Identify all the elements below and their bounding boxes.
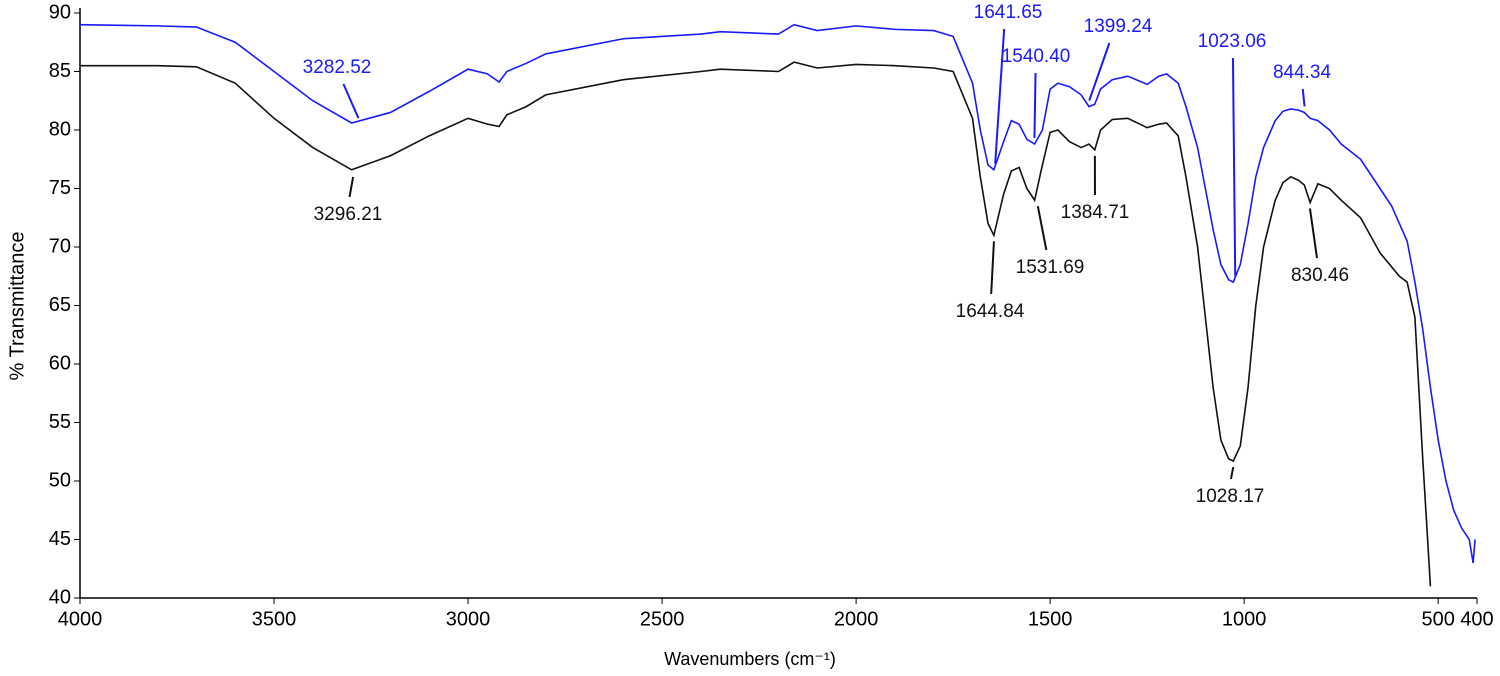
- y-tick-label: 70: [49, 235, 71, 257]
- x-tick-label: 1500: [1028, 608, 1073, 630]
- y-tick-label: 50: [49, 469, 71, 491]
- y-tick-label: 60: [49, 352, 71, 374]
- x-axis-label: Wavenumbers (cm⁻¹): [664, 649, 836, 669]
- y-tick-label: 40: [49, 586, 71, 608]
- x-tick-label: 400: [1460, 608, 1493, 630]
- peak-leader: [1301, 88, 1306, 107]
- peak-label: 1399.24: [1084, 16, 1153, 37]
- peak-leader: [1033, 72, 1037, 139]
- y-tick-label: 85: [49, 60, 71, 82]
- y-tick-label: 80: [49, 118, 71, 140]
- y-axis-label: % Transmittance: [6, 232, 28, 381]
- y-tick-label: 75: [49, 177, 71, 199]
- peak-leader: [342, 83, 360, 119]
- peak-leader: [1229, 466, 1235, 480]
- peak-leader: [348, 176, 355, 198]
- y-tick-label: 90: [49, 1, 71, 23]
- x-tick-label: 2000: [834, 608, 879, 630]
- y-tick-label: 55: [49, 411, 71, 433]
- peak-label: 3296.21: [314, 204, 383, 225]
- y-tick-label: 45: [49, 528, 71, 550]
- peak-label: 1540.40: [1002, 46, 1071, 67]
- x-tick-label: 500: [1422, 608, 1455, 630]
- x-tick-label: 1000: [1222, 608, 1267, 630]
- spectrum-line: [80, 61, 1432, 587]
- peak-label: 1641.65: [974, 2, 1043, 23]
- peak-label: 1023.06: [1198, 31, 1267, 52]
- peak-leader: [1231, 57, 1237, 277]
- peak-label: 1531.69: [1016, 257, 1085, 278]
- peak-leader: [1036, 206, 1048, 251]
- spectrum-line: [79, 23, 1476, 564]
- x-tick-label: 4000: [58, 608, 103, 630]
- peak-label: 844.34: [1273, 62, 1332, 83]
- y-tick-label: 65: [49, 294, 71, 316]
- x-tick-label: 3500: [252, 608, 297, 630]
- peak-label: 3282.52: [303, 57, 372, 78]
- peak-label: 830.46: [1291, 265, 1349, 286]
- x-tick-label: 2500: [640, 608, 685, 630]
- peak-label: 1644.84: [956, 301, 1025, 322]
- peak-label: 1384.71: [1061, 202, 1130, 223]
- peak-leader: [1308, 208, 1318, 259]
- peak-leader: [990, 241, 995, 295]
- peak-leader: [994, 28, 1006, 164]
- peak-leader: [1088, 42, 1111, 101]
- peak-label: 1028.17: [1196, 486, 1265, 507]
- x-tick-label: 3000: [446, 608, 491, 630]
